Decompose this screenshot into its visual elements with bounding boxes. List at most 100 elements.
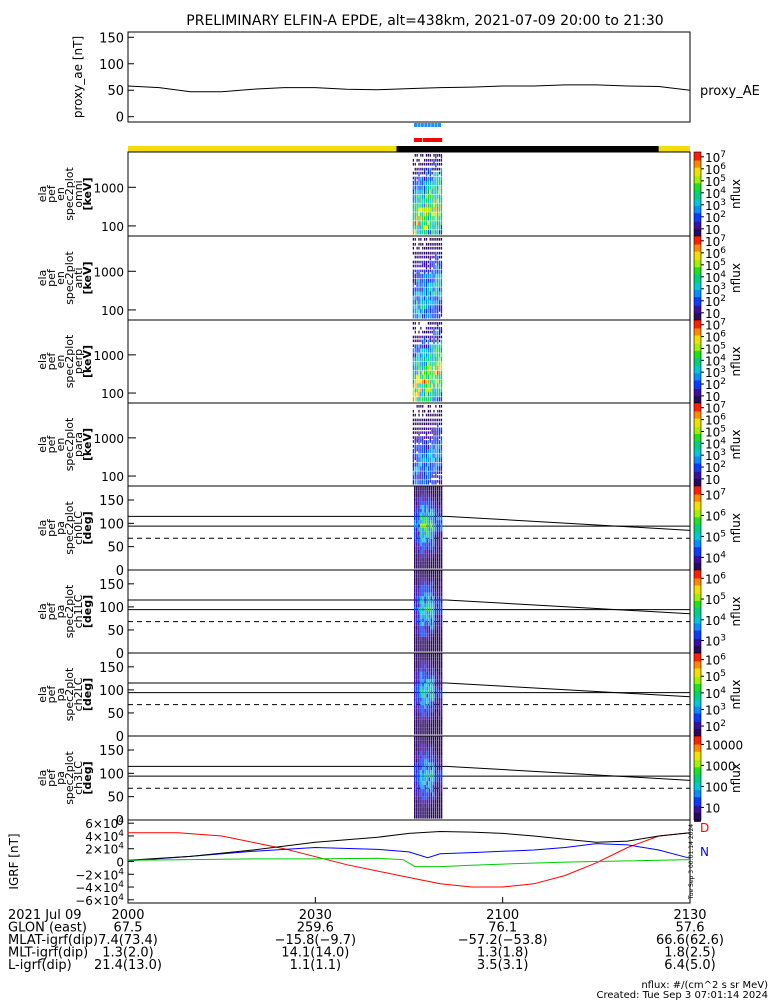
spectrogram-cell (422, 176, 424, 182)
spectrogram-cell (436, 546, 439, 550)
colorbar-cell (694, 367, 701, 370)
spectrogram-cell (440, 335, 443, 339)
spectrogram-cell (438, 497, 441, 502)
spectrogram-cell (422, 542, 424, 547)
colorbar-cell (694, 537, 701, 540)
spectrogram-cell (426, 781, 428, 785)
colorbar-cell (694, 634, 701, 637)
spectrogram-cell (416, 716, 418, 720)
spectrogram-cell (413, 694, 416, 698)
footer-value: 3.5(3.1) (477, 958, 529, 973)
spectrogram-cell (430, 788, 433, 793)
spectrogram-cell (438, 309, 441, 312)
spectrogram-cell (418, 636, 420, 641)
colorbar-cell (694, 647, 701, 650)
spectrogram-cell (420, 212, 422, 217)
spectrogram-cell (437, 264, 439, 270)
spectrogram-cell (440, 176, 443, 182)
spectrogram-cell (429, 225, 431, 230)
spectrogram-cell (422, 493, 424, 498)
colorbar-cell (694, 302, 701, 305)
spectrogram-cell (432, 773, 435, 778)
colorbar-cell (694, 800, 701, 802)
spectrogram-cell (412, 203, 415, 208)
colorbar-cell (694, 497, 701, 500)
spectrogram-cell (422, 773, 424, 778)
spectrogram-cell (426, 712, 428, 717)
spectrogram-cell (416, 803, 418, 808)
spectrogram-cell (418, 751, 420, 756)
spectrogram-cell (438, 475, 441, 480)
spectrogram-cell (432, 585, 435, 589)
colorbar-cell (694, 555, 701, 558)
spectrogram-cell (428, 811, 430, 815)
spectrogram-cell (418, 497, 420, 502)
spectrogram-cell (435, 162, 437, 168)
spectrogram-cell (430, 577, 433, 582)
spectrogram-cell (418, 405, 420, 408)
spectrogram-cell (438, 807, 441, 812)
spectrogram-cell (437, 440, 439, 445)
spectrogram-cell (418, 766, 420, 771)
spectrogram-cell (412, 427, 415, 431)
spectrogram-cell (424, 697, 426, 702)
colorbar-cell (694, 341, 701, 343)
colorbar-cell (694, 525, 701, 528)
spectrogram-cell (430, 486, 433, 491)
spectrogram-cell (423, 246, 426, 250)
spectrogram-cell (425, 167, 428, 171)
spectrogram-cell (427, 225, 430, 230)
colorbar-cell (694, 170, 701, 173)
spectrogram-cell (440, 553, 443, 558)
spectrogram-cell (413, 618, 416, 623)
spectrogram-cell (432, 671, 435, 676)
colorbar-cell (694, 189, 701, 191)
spectrogram-cell (416, 501, 418, 506)
y-tick-label: 50 (107, 84, 124, 99)
colorbar-tick-label: 103 (705, 282, 726, 297)
spectrogram-cell (440, 397, 443, 402)
spectrogram-cell (438, 225, 441, 230)
spectrogram-cell (436, 493, 439, 498)
spectrogram-cell (418, 557, 420, 562)
spectrogram-cell (440, 708, 443, 713)
colorbar-cell (694, 442, 701, 445)
colorbar-tick-label: 106 (705, 653, 726, 668)
spectrogram-cell (423, 362, 426, 367)
spectrogram-cell (431, 453, 433, 459)
spectrogram-cell (438, 803, 441, 808)
spectrogram-cell (430, 701, 433, 706)
spectrogram-cell (422, 185, 424, 191)
spectrogram-cell (431, 466, 433, 471)
spectrogram-cell (436, 570, 439, 575)
spectrogram-cell (426, 799, 428, 804)
spectrogram-cell (418, 644, 420, 648)
spectrogram-cell (433, 189, 435, 194)
spectrogram-cell (440, 388, 443, 393)
spectrogram-cell (420, 255, 422, 259)
colorbar-cell (694, 727, 701, 730)
colorbar-tick-label: 105 (705, 669, 726, 684)
spectrogram-cell (440, 657, 443, 661)
spectrogram-cell (422, 523, 424, 528)
spectrogram-cell (430, 538, 433, 543)
spectrogram-cell (420, 493, 422, 498)
spectrogram-cell (433, 216, 435, 221)
spectrogram-cell (420, 743, 422, 748)
spectrogram-cell (418, 203, 420, 208)
spectrogram-cell (420, 154, 422, 157)
spectrogram-cell (418, 603, 420, 608)
spectrogram-cell (420, 708, 422, 713)
spectrogram-cell (418, 353, 420, 358)
spectrogram-cell (418, 466, 420, 471)
spectrogram-cell (420, 657, 422, 661)
blue-flag-mark (438, 123, 442, 127)
spectrogram-cell (418, 675, 420, 680)
spectrogram-cell (437, 154, 439, 157)
spectrogram-cell (422, 486, 424, 491)
colorbar-cell (694, 298, 701, 301)
spectrogram-cell (433, 282, 435, 287)
colorbar-cell (694, 767, 701, 770)
spectrogram-cell (434, 697, 437, 702)
spectrogram-cell (422, 755, 424, 759)
